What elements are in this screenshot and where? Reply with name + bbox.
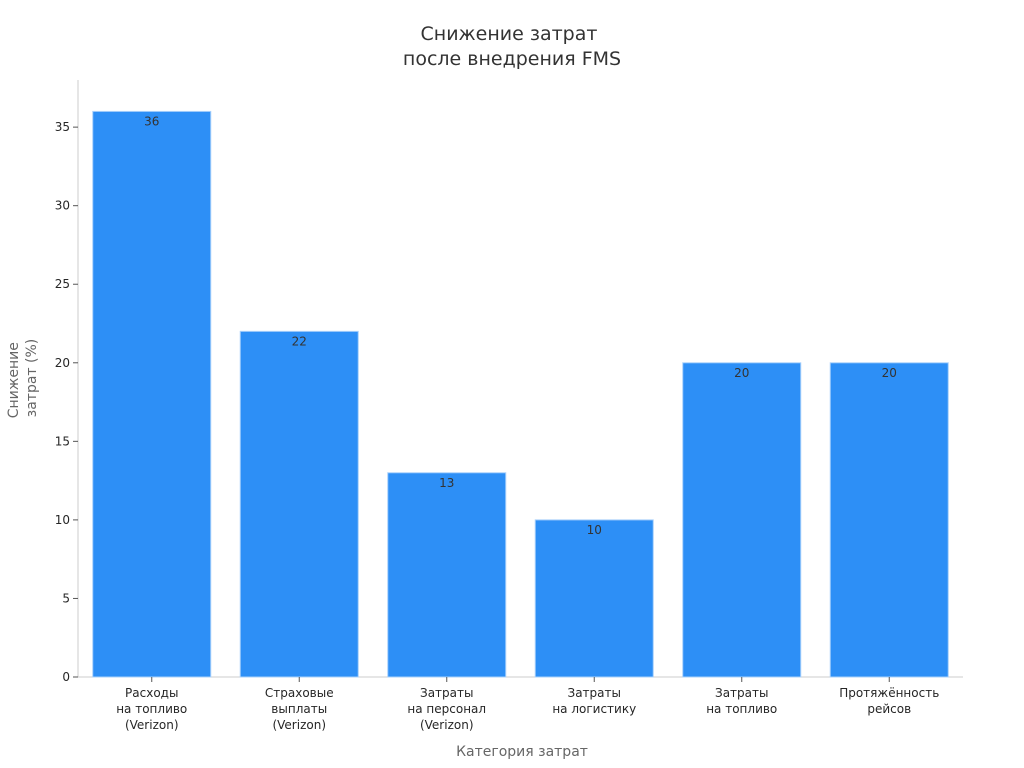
x-axis-title: Категория затрат [456, 744, 588, 760]
x-tick-label-line: Расходы [125, 686, 178, 700]
x-tick-label-line: (Verizon) [125, 718, 179, 732]
x-tick-label: Затраты на логистику [552, 686, 636, 716]
x-tick-label-line: (Verizon) [272, 718, 326, 732]
bar [682, 362, 802, 678]
chart-title: Снижение затрат после внедрения FMS [403, 23, 621, 70]
x-tick-label-line: Протяжённость [839, 686, 939, 700]
chart-title-line-1: Снижение затрат [421, 23, 598, 45]
y-tick-label: 25 [55, 277, 70, 291]
y-tick-label: 5 [62, 591, 70, 605]
x-tick-label-line: на топливо [706, 702, 777, 716]
y-axis-title-line-1: Снижение [6, 342, 22, 418]
x-tick-label: Страховые выплаты (Verizon) [265, 686, 334, 732]
x-tick-label-line: (Verizon) [420, 718, 474, 732]
bar [92, 110, 212, 678]
x-tick-label-line: рейсов [867, 702, 911, 716]
x-tick-label-line: Страховые [265, 686, 334, 700]
data-label: 13 [439, 476, 454, 490]
x-tick-label: Протяжённость рейсов [839, 686, 939, 716]
x-tick-label-line: на топливо [116, 702, 187, 716]
plot-area: 0 5 10 15 20 25 30 35 36 Расходы на топливо (Verizo… [55, 80, 963, 732]
chart-title-line-2: после внедрения FMS [403, 48, 621, 70]
y-axis-title-line-2: затрат (%) [24, 339, 40, 417]
x-tick-label-line: Затраты [420, 686, 473, 700]
x-tick-label-line: на персонал [407, 702, 486, 716]
y-tick-label: 35 [55, 120, 70, 134]
data-label: 10 [587, 523, 602, 537]
y-tick-label: 10 [55, 513, 70, 527]
x-tick-label-line: выплаты [271, 702, 327, 716]
y-tick-label: 15 [55, 434, 70, 448]
x-tick-label: Затраты на топливо [706, 686, 777, 716]
bar [239, 330, 359, 678]
y-tick-label: 20 [55, 356, 70, 370]
y-axis-title: Снижение затрат (%) [6, 338, 40, 419]
x-tick-label-line: Затраты [568, 686, 621, 700]
data-label: 20 [734, 366, 749, 380]
bar [534, 519, 654, 678]
data-label: 22 [292, 334, 307, 348]
y-tick-label: 30 [55, 199, 70, 213]
bar [387, 472, 507, 678]
x-tick-label: Затраты на персонал (Verizon) [407, 686, 486, 732]
data-label: 36 [144, 114, 159, 128]
data-label: 20 [882, 366, 897, 380]
x-tick-label-line: Затраты [715, 686, 768, 700]
y-tick-label: 0 [62, 670, 70, 684]
x-tick-label-line: на логистику [552, 702, 636, 716]
bar [829, 362, 949, 678]
x-tick-label: Расходы на топливо (Verizon) [116, 686, 187, 732]
